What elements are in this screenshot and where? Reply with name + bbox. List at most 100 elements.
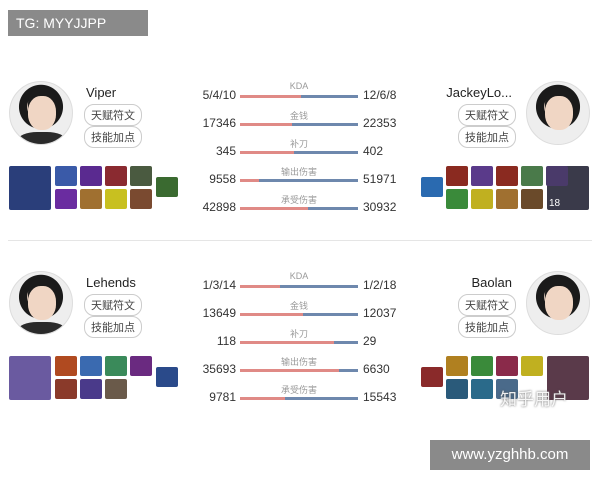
right-stat-value: 15543	[363, 390, 397, 404]
stat-comparison-bar	[240, 285, 358, 288]
item-icon	[105, 356, 127, 376]
item-icon	[496, 379, 518, 399]
left-stat-value: 118	[216, 334, 236, 348]
left-player-avatar[interactable]	[9, 81, 73, 145]
left-share-fill	[240, 369, 340, 372]
runes-button[interactable]: 天赋符文	[84, 294, 142, 316]
right-stat-value: 30932	[363, 200, 397, 214]
left-champion-icon	[9, 166, 51, 210]
item-icon	[446, 166, 468, 186]
left-player-name: Lehends	[86, 275, 136, 290]
skills-button[interactable]: 技能加点	[84, 126, 142, 148]
right-player-name: JackeyLo...	[446, 85, 512, 100]
face	[28, 286, 56, 320]
item-icon	[471, 356, 493, 376]
stat-label: 承受伤害	[280, 195, 317, 205]
left-share-fill	[240, 123, 292, 126]
item-icon	[471, 189, 493, 209]
stat-comparison-bar	[240, 369, 358, 372]
item-icon	[496, 356, 518, 376]
stat-comparison-bar	[240, 397, 358, 400]
runes-button[interactable]: 天赋符文	[84, 104, 142, 126]
item-icon	[80, 356, 102, 376]
champion-level: 18	[549, 198, 561, 209]
section-divider	[8, 240, 592, 241]
runes-button[interactable]: 天赋符文	[458, 294, 516, 316]
left-stat-value: 17346	[202, 116, 236, 130]
item-icon	[421, 367, 443, 387]
right-player-name: Baolan	[471, 275, 512, 290]
item-icon	[130, 166, 152, 186]
item-icon	[105, 166, 127, 186]
item-icon	[496, 189, 518, 209]
right-stat-value: 1/2/18	[363, 278, 397, 292]
left-share-fill	[240, 179, 259, 182]
overlay-tag-top: TG: MYYJJPP	[8, 10, 148, 36]
body	[535, 132, 583, 144]
right-stat-value: 6630	[363, 362, 390, 376]
right-player-avatar[interactable]	[526, 81, 590, 145]
item-icon	[496, 166, 518, 186]
item-icon	[521, 356, 543, 376]
left-player-name: Viper	[86, 85, 117, 100]
left-stat-value: 5/4/10	[202, 88, 236, 102]
item-icon	[421, 177, 443, 197]
right-stat-value: 12/6/8	[363, 88, 397, 102]
left-stat-value: 1/3/14	[202, 278, 236, 292]
left-share-fill	[240, 95, 302, 98]
skills-button[interactable]: 技能加点	[84, 316, 142, 338]
stat-comparison-bar	[240, 313, 358, 316]
item-icon	[105, 189, 127, 209]
face	[545, 286, 573, 320]
stat-comparison-bar	[240, 95, 358, 98]
left-stat-value: 9558	[209, 172, 236, 186]
right-stat-value: 29	[363, 334, 377, 348]
item-icon	[55, 356, 77, 376]
left-champion-icon	[9, 356, 51, 400]
left-player-avatar[interactable]	[9, 271, 73, 335]
left-stat-value: 35693	[202, 362, 236, 376]
item-icon	[156, 367, 178, 387]
item-icon	[55, 379, 77, 399]
right-champion-icon	[547, 356, 589, 400]
item-icon	[546, 166, 568, 186]
right-stat-value: 22353	[363, 116, 397, 130]
item-icon	[521, 166, 543, 186]
item-icon	[156, 177, 178, 197]
left-share-fill	[240, 285, 281, 288]
stat-label: 补刀	[289, 329, 308, 339]
stat-comparison-bar	[240, 151, 358, 154]
left-share-fill	[240, 313, 303, 316]
item-icon	[105, 379, 127, 399]
stat-comparison-bar	[240, 123, 358, 126]
body	[18, 322, 66, 334]
skills-button[interactable]: 技能加点	[458, 126, 516, 148]
runes-button[interactable]: 天赋符文	[458, 104, 516, 126]
left-stat-value: 345	[215, 144, 236, 158]
left-share-fill	[240, 341, 335, 344]
left-stat-value: 13649	[202, 306, 236, 320]
left-stat-value: 42898	[202, 200, 236, 214]
watermark: 知乎用户	[500, 390, 568, 409]
item-icon	[55, 189, 77, 209]
stat-label: 输出伤害	[280, 167, 317, 177]
stat-label: 输出伤害	[280, 357, 317, 367]
item-icon	[471, 166, 493, 186]
left-share-fill	[240, 151, 295, 154]
stat-comparison-bar	[240, 207, 358, 210]
item-icon	[130, 356, 152, 376]
skills-button[interactable]: 技能加点	[458, 316, 516, 338]
left-share-fill	[240, 397, 285, 400]
item-icon	[55, 166, 77, 186]
stat-label: 补刀	[289, 139, 308, 149]
stat-comparison-bar	[240, 341, 358, 344]
right-player-avatar[interactable]	[526, 271, 590, 335]
stat-label: KDA	[289, 81, 309, 91]
item-icon	[446, 189, 468, 209]
right-stat-value: 51971	[363, 172, 397, 186]
item-icon	[130, 189, 152, 209]
item-icon	[446, 356, 468, 376]
stat-label: 金钱	[289, 111, 308, 121]
face	[545, 96, 573, 130]
stat-label: KDA	[289, 271, 309, 281]
